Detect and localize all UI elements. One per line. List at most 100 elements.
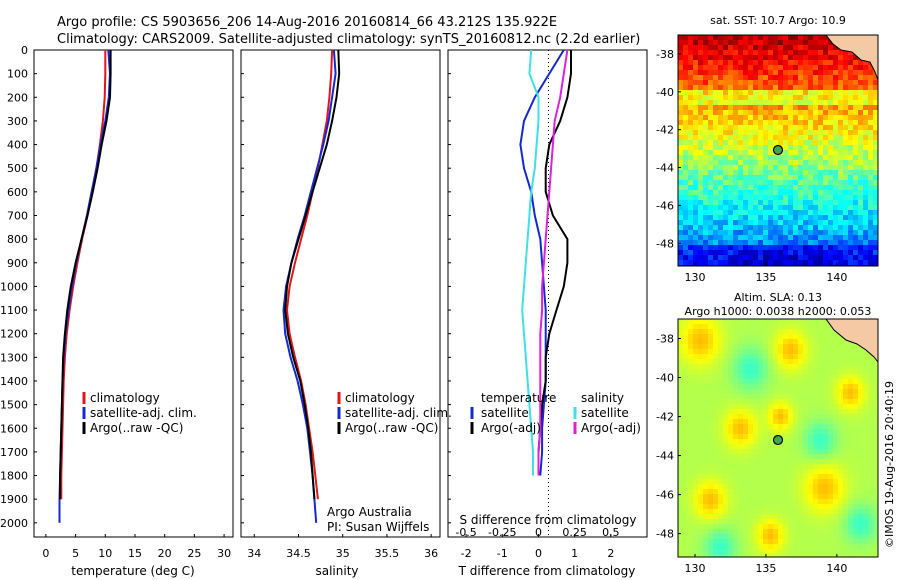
sst-cell <box>758 180 763 185</box>
sst-cell <box>818 85 823 90</box>
sla-cell <box>828 444 833 449</box>
sla-cell <box>718 469 723 474</box>
sla-cell <box>853 549 858 554</box>
sla-cell <box>723 524 728 529</box>
sla-cell <box>783 469 788 474</box>
sst-cell <box>718 85 723 90</box>
sst-cell <box>738 115 743 120</box>
sla-coastline <box>825 319 878 363</box>
sst-cell <box>833 180 838 185</box>
sst-cell <box>823 195 828 200</box>
sla-map-subtitle: Argo h1000: 0.0038 h2000: 0.053 <box>685 305 872 318</box>
sla-cell <box>743 554 748 557</box>
sla-cell <box>678 469 683 474</box>
sla-cell <box>803 389 808 394</box>
sla-cell <box>763 529 768 534</box>
sst-cell <box>728 160 733 165</box>
sst-cell <box>788 70 793 75</box>
sla-cell <box>848 544 853 549</box>
sst-cell <box>803 255 808 260</box>
sla-cell <box>738 439 743 444</box>
sst-cell <box>698 110 703 115</box>
sst-cell <box>768 170 773 175</box>
sla-cell <box>713 504 718 509</box>
top-x-tick-label: -0.5 <box>455 526 476 539</box>
sla-cell <box>833 444 838 449</box>
sst-cell <box>823 125 828 130</box>
sst-cell <box>703 245 708 250</box>
sla-cell <box>683 464 688 469</box>
sst-cell <box>818 165 823 170</box>
sst-cell <box>778 250 783 255</box>
sla-cell <box>873 464 878 469</box>
sla-cell <box>838 374 843 379</box>
sst-cell <box>813 45 818 50</box>
sla-cell <box>758 479 763 484</box>
sst-cell <box>723 195 728 200</box>
sst-cell <box>718 170 723 175</box>
sla-cell <box>748 394 753 399</box>
sla-cell <box>703 554 708 557</box>
sla-cell <box>708 504 713 509</box>
sst-cell <box>708 145 713 150</box>
sla-cell <box>698 389 703 394</box>
sst-cell <box>868 145 873 150</box>
sla-cell <box>833 429 838 434</box>
sla-cell <box>688 384 693 389</box>
sla-cell <box>703 534 708 539</box>
sla-cell <box>798 339 803 344</box>
sst-cell <box>728 240 733 245</box>
sst-cell <box>693 225 698 230</box>
sst-cell <box>803 85 808 90</box>
sst-cell <box>853 125 858 130</box>
sst-cell <box>793 225 798 230</box>
sla-cell <box>798 359 803 364</box>
sla-cell <box>698 364 703 369</box>
sst-cell <box>703 240 708 245</box>
sst-cell <box>768 240 773 245</box>
sla-cell <box>803 414 808 419</box>
sla-cell <box>763 549 768 554</box>
sla-cell <box>688 509 693 514</box>
sst-cell <box>773 225 778 230</box>
sst-cell <box>693 255 698 260</box>
sst-cell <box>798 240 803 245</box>
sla-cell <box>773 354 778 359</box>
sla-cell <box>728 454 733 459</box>
sla-cell <box>823 384 828 389</box>
sst-cell <box>803 65 808 70</box>
sst-cell <box>748 230 753 235</box>
sla-cell <box>853 444 858 449</box>
sst-cell <box>778 205 783 210</box>
sst-cell <box>763 210 768 215</box>
sst-cell <box>778 160 783 165</box>
sla-cell <box>833 549 838 554</box>
sst-cell <box>793 100 798 105</box>
sla-cell <box>768 354 773 359</box>
sst-cell <box>693 65 698 70</box>
sla-cell <box>778 394 783 399</box>
sla-cell <box>678 529 683 534</box>
sla-cell <box>758 409 763 414</box>
sst-cell <box>843 130 848 135</box>
temperature-plot-frame <box>33 49 234 538</box>
sla-cell <box>788 489 793 494</box>
sst-cell <box>813 115 818 120</box>
sst-cell <box>803 225 808 230</box>
sla-cell <box>683 459 688 464</box>
sla-cell <box>768 539 773 544</box>
sla-cell <box>818 484 823 489</box>
sst-cell <box>783 165 788 170</box>
sst-cell <box>743 225 748 230</box>
sla-cell <box>713 424 718 429</box>
sst-cell <box>708 45 713 50</box>
sst-cell <box>873 220 878 225</box>
sla-cell <box>718 514 723 519</box>
sst-cell <box>833 235 838 240</box>
sla-cell <box>753 339 758 344</box>
sst-cell <box>708 60 713 65</box>
sla-cell <box>678 459 683 464</box>
sst-cell <box>748 150 753 155</box>
sla-cell <box>713 554 718 557</box>
sst-cell <box>708 115 713 120</box>
